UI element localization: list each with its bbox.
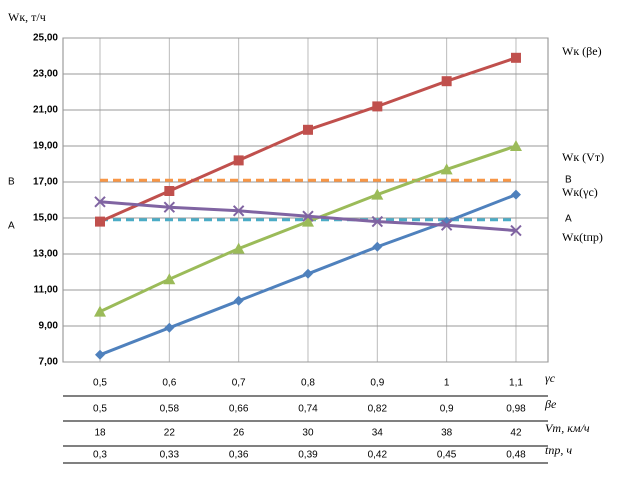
point — [371, 188, 384, 200]
y-tick-label: 23,00 — [33, 69, 58, 80]
point — [510, 189, 521, 200]
y-tick-label: 9,00 — [39, 321, 59, 332]
point — [440, 219, 453, 231]
reference-label: A — [8, 221, 15, 232]
point — [95, 349, 105, 360]
y-tick-label: 21,00 — [33, 105, 58, 116]
point — [371, 215, 384, 228]
reference-label: B — [565, 175, 572, 186]
x-tick-label: 0,39 — [298, 450, 318, 461]
point — [233, 295, 244, 306]
point — [510, 52, 521, 63]
x-tick-label: 22 — [164, 428, 176, 439]
point — [510, 224, 522, 237]
point — [301, 215, 314, 227]
x-tick-label: 0,3 — [93, 450, 107, 461]
reference-label: B — [8, 177, 15, 188]
point — [164, 322, 175, 333]
x-tick-label: 0,66 — [229, 404, 249, 415]
y-tick-label: 25,00 — [33, 33, 58, 44]
x-tick-label: 30 — [302, 428, 314, 439]
y-tick-label: 7,00 — [39, 357, 59, 368]
plot-area — [62, 37, 549, 363]
x-tick-label: 1,1 — [509, 378, 523, 389]
point — [233, 155, 244, 166]
y-tick-label: 13,00 — [33, 249, 58, 260]
x-tick-label: 0,7 — [232, 378, 246, 389]
x-tick-label: 38 — [441, 428, 453, 439]
point — [95, 216, 105, 227]
y-tick-label: 19,00 — [33, 141, 58, 152]
point — [302, 210, 314, 222]
x-tick-label: 0,48 — [506, 450, 526, 461]
x-tick-label: 0,9 — [440, 404, 454, 415]
y-tick-label: 11,00 — [34, 285, 59, 296]
point — [509, 140, 522, 151]
point — [232, 205, 245, 217]
x-tick-label: 0,9 — [370, 378, 384, 389]
point — [163, 273, 176, 285]
legend-label: Wк (βe) — [562, 44, 602, 58]
y-tick-label: 15,00 — [33, 213, 58, 224]
point — [302, 268, 313, 279]
y-tick-label: 17,00 — [33, 177, 58, 188]
x-tick-label: 26 — [233, 428, 245, 439]
row-label: βe — [544, 397, 557, 411]
point — [163, 201, 176, 213]
point — [302, 124, 313, 135]
legend-label: Wк(γc) — [562, 185, 598, 199]
x-tick-label: 0,42 — [368, 450, 388, 461]
x-tick-label: 0,5 — [93, 404, 107, 415]
point — [372, 101, 383, 112]
x-tick-label: 0,36 — [229, 450, 249, 461]
point — [94, 196, 106, 208]
legend-label: Wк(tпр) — [562, 230, 603, 244]
x-tick-label: 0,5 — [93, 378, 107, 389]
x-tick-label: 0,33 — [160, 450, 180, 461]
x-tick-label: 0,8 — [301, 378, 315, 389]
x-tick-label: 0,74 — [298, 404, 318, 415]
x-tick-label: 0,6 — [162, 378, 176, 389]
row-label: Vт, км/ч — [545, 421, 590, 435]
legend-label: Wк (Vт) — [562, 150, 604, 164]
point — [164, 186, 175, 196]
x-tick-label: 0,98 — [506, 404, 526, 415]
x-tick-label: 0,45 — [437, 450, 457, 461]
point — [94, 305, 106, 317]
row-label: tпр, ч — [545, 443, 572, 457]
x-tick-label: 0,82 — [368, 404, 388, 415]
x-tick-label: 18 — [94, 428, 106, 439]
x-tick-label: 0,58 — [160, 404, 180, 415]
y-axis-title: Wк, т/ч — [8, 10, 46, 24]
x-tick-label: 42 — [510, 428, 522, 439]
point — [441, 76, 452, 87]
x-tick-label: 1 — [444, 378, 450, 389]
x-tick-label: 34 — [372, 428, 384, 439]
point — [440, 163, 453, 175]
point — [232, 242, 245, 254]
row-label: γc — [545, 371, 556, 385]
point — [372, 241, 383, 252]
reference-label: A — [565, 214, 572, 225]
